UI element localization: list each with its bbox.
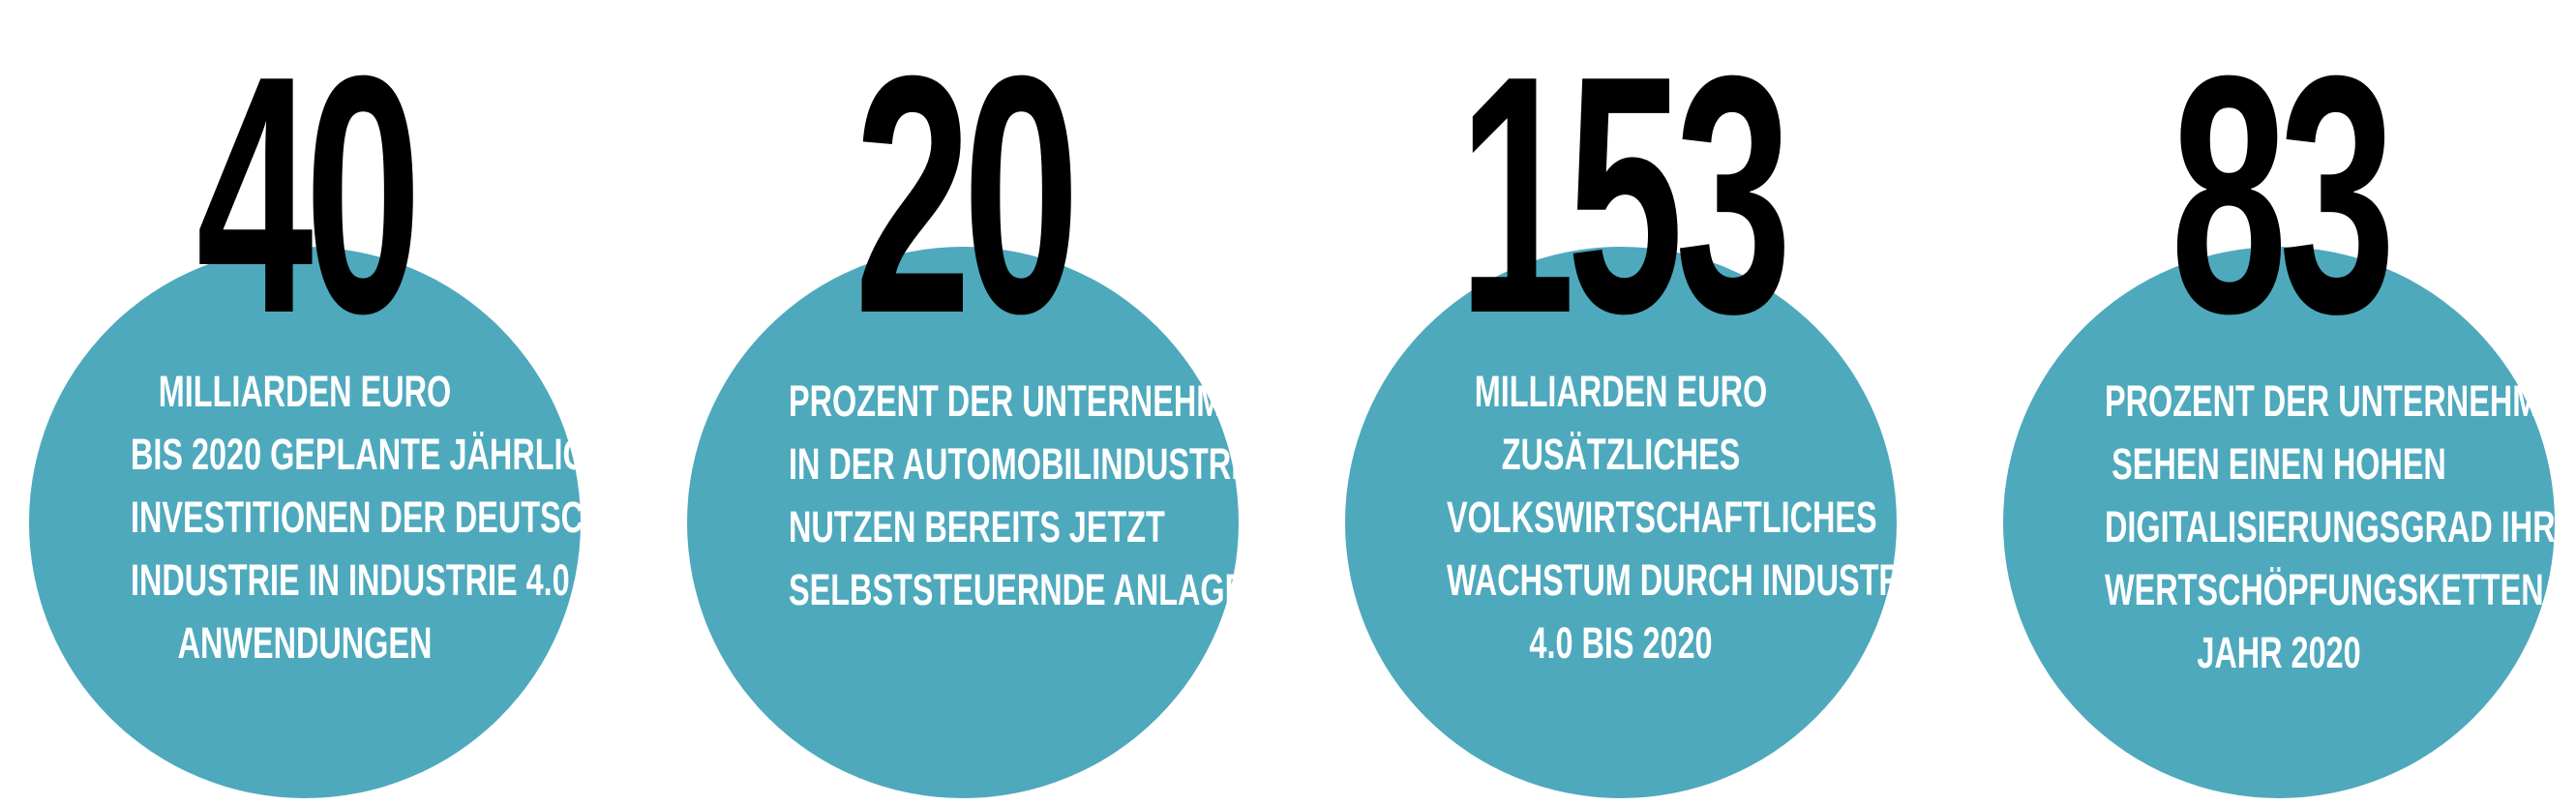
stat-number: 83 <box>2170 6 2396 384</box>
stat-description-line: MILLIARDEN EURO <box>158 367 452 416</box>
stat-description-line: MILLIARDEN EURO <box>1474 367 1768 416</box>
stat-description-line: 4.0 BIS 2020 <box>1529 618 1713 668</box>
stat-description-line: PROZENT DER UNTERNEHMEN <box>2105 376 2576 426</box>
stat-card-2: 20 PROZENT DER UNTERNEHMEN IN DER AUTOMO… <box>673 0 1269 805</box>
stat-description-line: SELBSTSTEUERNDE ANLAGEN <box>789 565 1269 614</box>
stat-description-line: ANWENDUNGEN <box>177 618 433 668</box>
stat-description-line: VOLKSWIRTSCHAFTLICHES <box>1447 492 1877 542</box>
stat-circle <box>29 247 581 798</box>
stat-description-line: INVESTITIONEN DER DEUTSCHEN <box>131 492 650 542</box>
stat-description-line: SEHEN EINEN HOHEN <box>2112 439 2446 489</box>
stat-number: 40 <box>195 6 422 384</box>
stat-description-line: NUTZEN BEREITS JETZT <box>789 502 1165 552</box>
stat-circle <box>687 247 1239 798</box>
stat-description-line: JAHR 2020 <box>2197 628 2361 677</box>
stat-description: PROZENT DER UNTERNEHMEN IN DER AUTOMOBIL… <box>789 370 1269 621</box>
stat-description-line: ZUSÄTZLICHES <box>1501 430 1741 479</box>
stat-description: MILLIARDEN EURO ZUSÄTZLICHES VOLKSWIRTSC… <box>1447 360 1932 674</box>
stat-description: MILLIARDEN EURO BIS 2020 GEPLANTE JÄHRLI… <box>131 360 650 674</box>
stat-description-line: WERTSCHÖPFUNGSKETTEN IM <box>2105 565 2576 614</box>
stat-description-line: BIS 2020 GEPLANTE JÄHRLICHE <box>131 430 629 479</box>
stat-card-1: 40 MILLIARDEN EURO BIS 2020 GEPLANTE JÄH… <box>15 0 650 805</box>
stat-card-3: 153 MILLIARDEN EURO ZUSÄTZLICHES VOLKSWI… <box>1331 0 1932 805</box>
stat-description-line: INDUSTRIE IN INDUSTRIE 4.0 <box>131 555 570 605</box>
stat-card-4: 83 PROZENT DER UNTERNEHMEN SEHEN EINEN H… <box>1989 0 2576 805</box>
stat-description-line: PROZENT DER UNTERNEHMEN <box>789 376 1267 426</box>
stat-description-line: WACHSTUM DURCH INDUSTRIE <box>1447 555 1932 605</box>
stat-description-line: DIGITALISIERUNGSGRAD IHRER <box>2105 502 2576 552</box>
stat-circle <box>2003 247 2555 798</box>
stat-description-line: IN DER AUTOMOBILINDUSTRIE <box>789 439 1261 489</box>
stat-description: PROZENT DER UNTERNEHMEN SEHEN EINEN HOHE… <box>2105 370 2576 684</box>
stat-number: 20 <box>854 6 1080 384</box>
stat-circle <box>1345 247 1897 798</box>
stat-number: 153 <box>1457 6 1792 384</box>
